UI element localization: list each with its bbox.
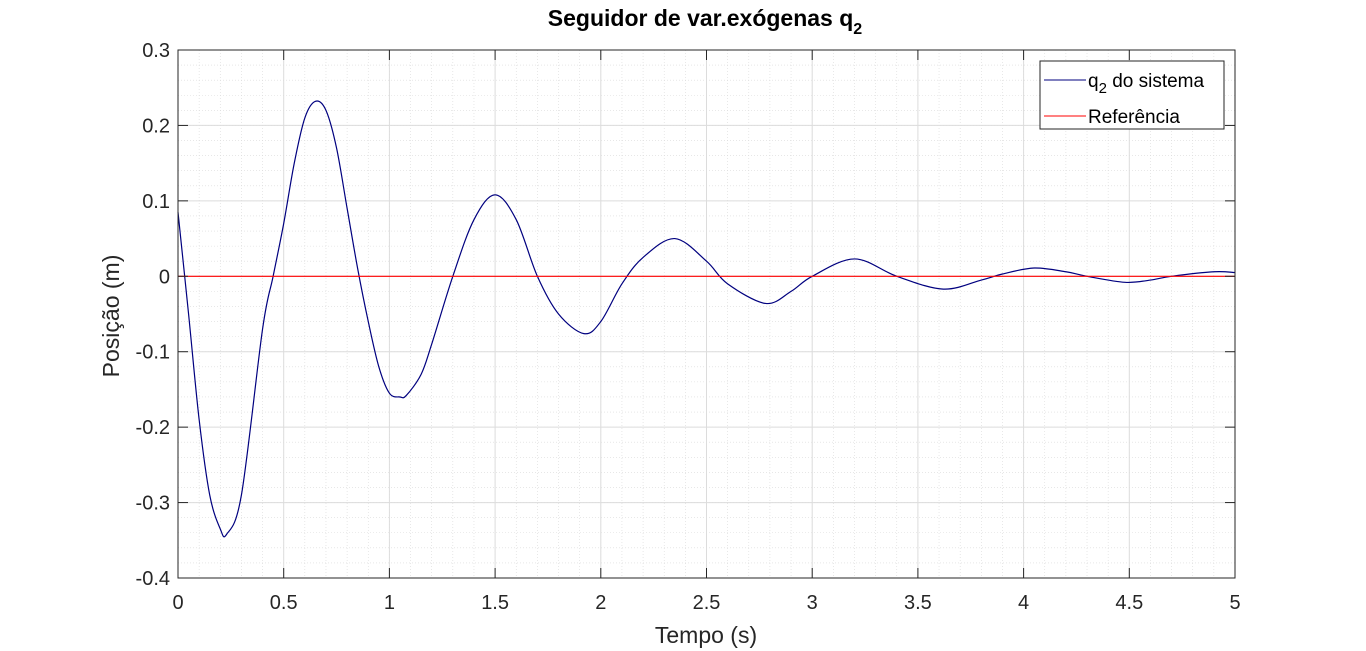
x-tick-label: 0.5 (270, 592, 298, 614)
y-tick-label: -0.4 (136, 568, 170, 590)
series-line-system (177, 100, 1236, 538)
x-tick-label: 1 (384, 592, 395, 614)
x-tick-label: 2 (595, 592, 606, 614)
x-tick-label: 2.5 (693, 592, 721, 614)
x-tick-label: 0 (172, 592, 183, 614)
x-tick-label: 1.5 (481, 592, 509, 614)
legend-label-system: q2 do sistema (1088, 71, 1205, 97)
series-layer (177, 100, 1236, 538)
y-tick-label: -0.3 (136, 493, 170, 515)
y-tick-label: 0.1 (142, 191, 170, 213)
y-tick-label: -0.1 (136, 342, 170, 364)
x-tick-label: 3 (807, 592, 818, 614)
x-tick-labels: 0 0.5 1 1.5 2 2.5 3 3.5 4 4.5 5 (172, 592, 1240, 614)
y-tick-label: -0.2 (136, 417, 170, 439)
legend-box (1039, 60, 1225, 130)
y-tick-label: 0.2 (142, 115, 170, 137)
x-tick-label: 4.5 (1115, 592, 1143, 614)
x-tick-label: 4 (1018, 592, 1029, 614)
x-tick-label: 3.5 (904, 592, 932, 614)
legend: q2 do sistema Referência (1039, 60, 1225, 130)
y-axis-label: Posição (m) (98, 255, 124, 378)
x-tick-label: 5 (1229, 592, 1240, 614)
chart-title: Seguidor de var.exógenas q2 (548, 5, 863, 38)
y-tick-label: 0.3 (142, 40, 170, 62)
y-tick-label: 0 (159, 266, 170, 288)
x-axis-label: Tempo (s) (655, 622, 757, 648)
y-tick-labels: -0.4 -0.3 -0.2 -0.1 0 0.1 0.2 0.3 (136, 40, 170, 590)
legend-label-reference: Referência (1088, 107, 1180, 128)
ticks (177, 49, 1236, 579)
